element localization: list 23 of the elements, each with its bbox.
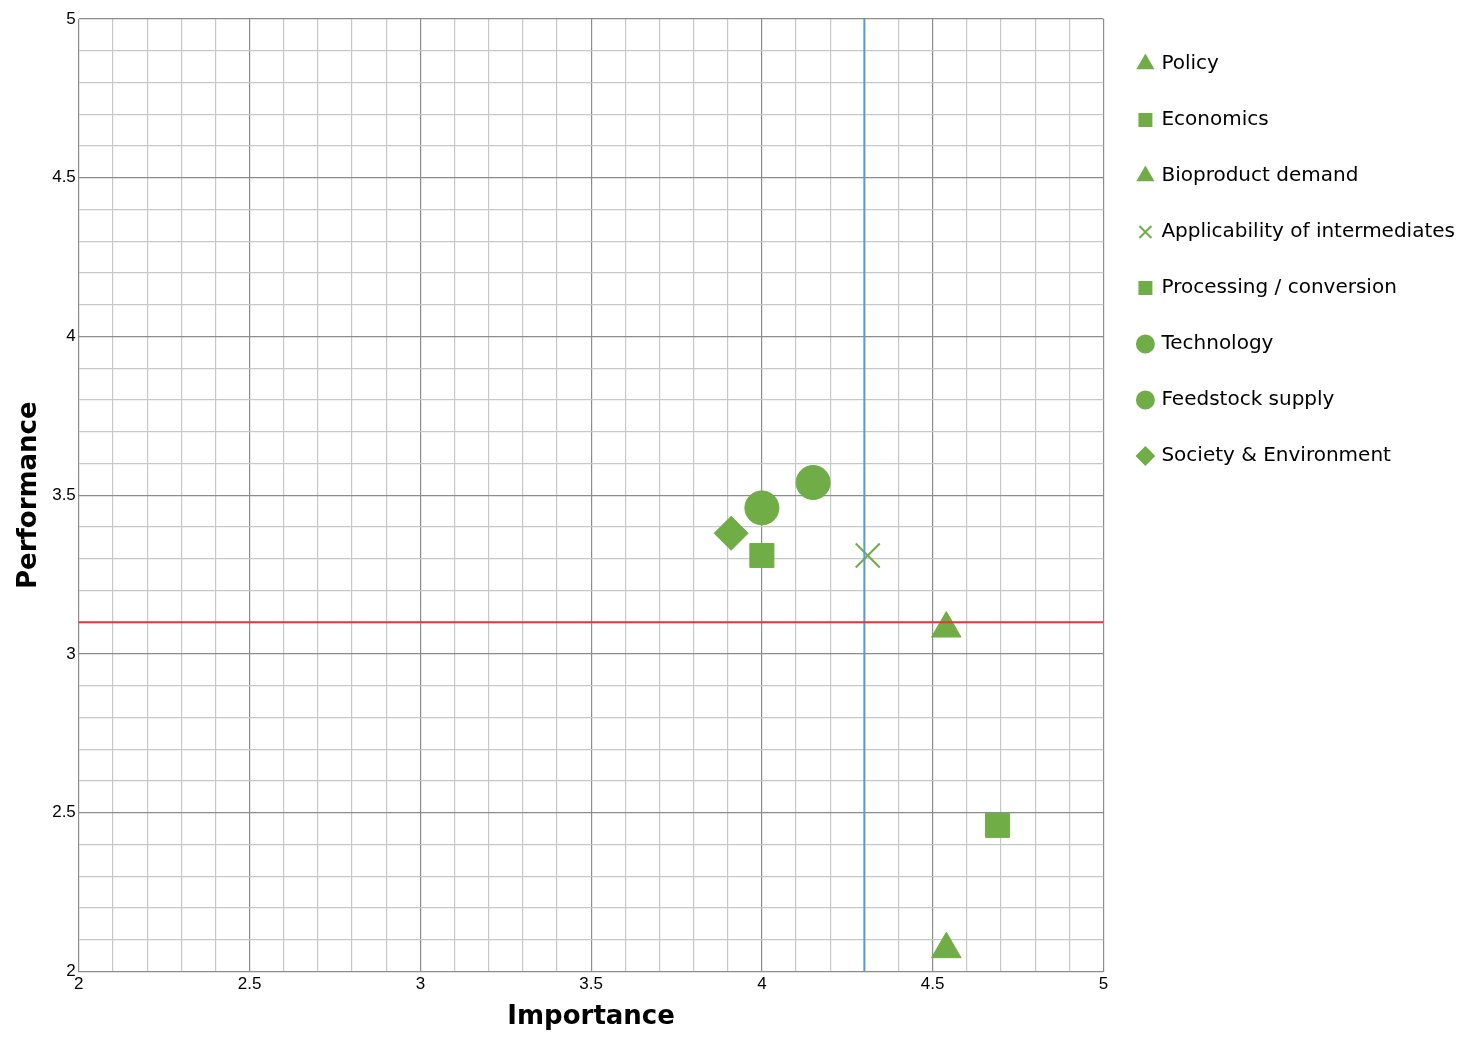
x-tick-label: 5 xyxy=(1098,974,1109,994)
x-tick-label: 4.5 xyxy=(920,974,945,994)
x-axis-title: Importance xyxy=(507,1000,675,1031)
y-tick-label: 3.5 xyxy=(52,484,76,504)
legend-label: Technology xyxy=(1160,330,1274,355)
legend-label: Economics xyxy=(1161,106,1269,131)
y-tick-label: 3 xyxy=(66,643,76,663)
legend-label: Feedstock supply xyxy=(1161,386,1335,411)
y-axis-title: Performance xyxy=(12,401,43,590)
legend-label: Bioproduct demand xyxy=(1161,162,1359,187)
legend-label: Processing / conversion xyxy=(1161,274,1397,299)
x-tick-label: 3 xyxy=(415,974,426,994)
legend-label: Applicability of intermediates xyxy=(1161,218,1456,243)
x-tick-label: 3.5 xyxy=(579,974,603,994)
y-tick-label: 4.5 xyxy=(52,167,76,187)
legend-label: Policy xyxy=(1161,50,1220,75)
y-tick-label: 4 xyxy=(66,326,76,346)
x-tick-label: 2.5 xyxy=(237,974,262,994)
legend-label: Society & Environment xyxy=(1161,442,1392,467)
x-tick-label: 4 xyxy=(757,974,767,994)
y-tick-label: 2.5 xyxy=(52,802,76,822)
y-tick-label: 2 xyxy=(66,961,76,981)
y-tick-label: 5 xyxy=(66,8,76,28)
